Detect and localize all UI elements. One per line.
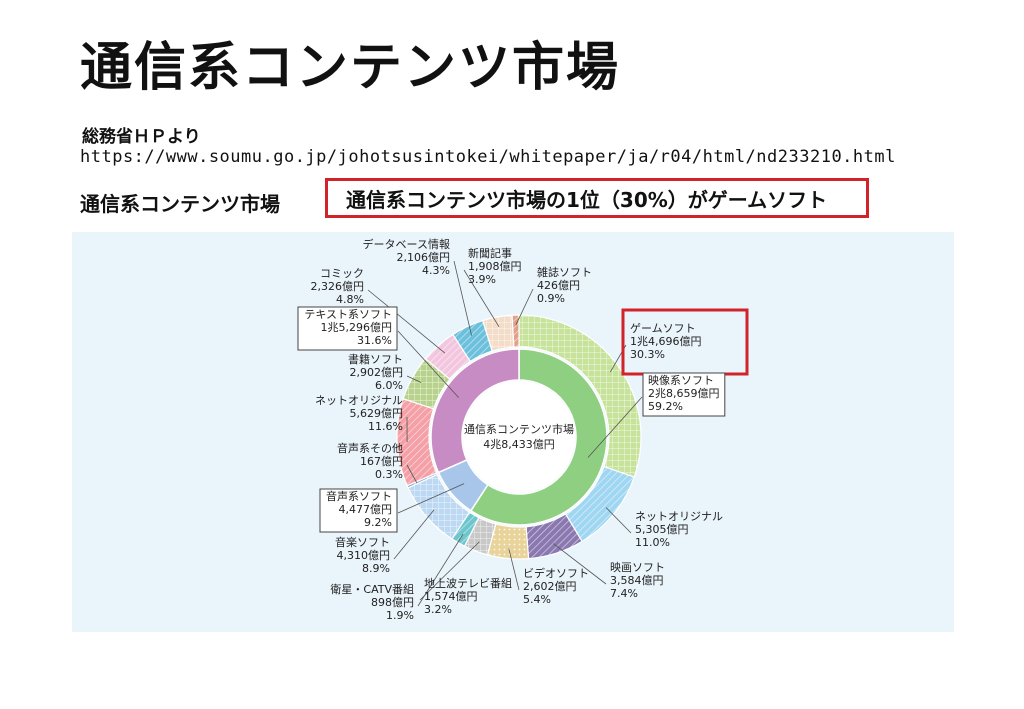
- outer-label-6-line-2: 8.9%: [362, 562, 390, 575]
- highlight-callout: 通信系コンテンツ市場の1位（30%）がゲームソフト: [325, 178, 869, 218]
- center-label-1: 4兆8,433億円: [483, 438, 555, 451]
- outer-leader-2: [553, 543, 607, 585]
- outer-leader-11: [453, 260, 472, 336]
- outer-leader-12: [463, 269, 500, 328]
- page-title: 通信系コンテンツ市場: [80, 38, 621, 98]
- inner-label-0-line-1: 2兆8,659億円: [648, 387, 720, 400]
- outer-leader-7: [406, 464, 418, 483]
- outer-label-4-line-2: 3.2%: [424, 603, 452, 616]
- inner-label-2-line-0: テキスト系ソフト: [304, 308, 392, 321]
- outer-label-0-line-2: 30.3%: [630, 348, 665, 361]
- outer-label-0-line-1: 1兆4,696億円: [630, 335, 702, 348]
- outer-leader-1: [605, 507, 632, 534]
- outer-label-8-line-1: 5,629億円: [350, 407, 404, 420]
- outer-label-3-line-1: 2,602億円: [523, 580, 577, 593]
- outer-label-8-line-2: 11.6%: [368, 420, 403, 433]
- outer-label-3-line-0: ビデオソフト: [523, 566, 589, 580]
- donut-chart: ゲームソフト1兆4,696億円30.3%ネットオリジナル5,305億円11.0%…: [297, 237, 749, 622]
- source-url[interactable]: https://www.soumu.go.jp/johotsusintokei/…: [80, 147, 896, 167]
- outer-label-5-line-2: 1.9%: [386, 609, 414, 622]
- donut-hole: [463, 381, 575, 493]
- outer-label-2-line-0: 映画ソフト: [610, 561, 665, 574]
- inner-slice-0: [469, 348, 608, 526]
- outer-label-2-line-1: 3,584億円: [610, 574, 664, 587]
- inner-label-1-line-2: 9.2%: [364, 516, 392, 529]
- inner-label-2-line-1: 1兆5,296億円: [321, 321, 393, 334]
- outer-label-4-line-0: 地上波テレビ番組: [424, 577, 512, 590]
- inner-label-1-line-0: 音声系ソフト: [326, 489, 392, 503]
- outer-label-10-line-1: 2,326億円: [311, 280, 365, 293]
- outer-label-12-line-2: 3.9%: [468, 273, 496, 286]
- center-label-0: 通信系コンテンツ市場: [464, 422, 574, 436]
- source-note: 総務省ＨＰより: [82, 127, 201, 147]
- outer-label-4-line-1: 1,574億円: [424, 590, 478, 603]
- outer-label-0-line-0: ゲームソフト: [630, 322, 696, 335]
- outer-label-13-line-1: 426億円: [537, 279, 580, 292]
- outer-label-11-line-0: データベース情報: [363, 237, 450, 251]
- outer-label-9-line-1: 2,902億円: [350, 366, 404, 379]
- outer-label-11-line-1: 2,106億円: [397, 251, 451, 264]
- inner-label-2-box: [297, 306, 398, 351]
- inner-label-0-line-2: 59.2%: [648, 400, 683, 413]
- inner-label-1-line-1: 4,477億円: [339, 503, 393, 516]
- section-label: 通信系コンテンツ市場: [80, 192, 280, 216]
- outer-leader-4: [419, 541, 480, 601]
- inner-leader-1: [397, 483, 465, 514]
- outer-leader-9: [406, 375, 422, 383]
- highlight-text: 通信系コンテンツ市場の1位（30%）がゲームソフト: [346, 187, 828, 212]
- outer-label-8-line-0: ネットオリジナル: [315, 394, 403, 407]
- outer-label-13-line-0: 雑誌ソフト: [537, 265, 592, 279]
- outer-label-11-line-2: 4.3%: [422, 264, 450, 277]
- outer-label-1-line-1: 5,305億円: [635, 523, 689, 536]
- inner-label-0-box: [642, 372, 726, 417]
- outer-label-6-line-0: 音楽ソフト: [335, 535, 390, 549]
- outer-label-6-line-1: 4,310億円: [337, 549, 391, 562]
- outer-leader-5: [417, 533, 464, 607]
- outer-label-3-line-2: 5.4%: [523, 593, 551, 606]
- inner-slice-2: [430, 348, 520, 474]
- outer-label-10-line-0: コミック: [320, 267, 364, 280]
- outer-leader-6: [393, 509, 435, 560]
- outer-label-1-line-2: 11.0%: [635, 536, 670, 549]
- outer-leader-3: [508, 548, 520, 591]
- outer-label-7-line-2: 0.3%: [375, 468, 403, 481]
- outer-leader-10: [367, 289, 446, 354]
- inner-label-1-box: [319, 488, 398, 533]
- outer-label-12-line-1: 1,908億円: [468, 260, 522, 273]
- outer-label-1-line-0: ネットオリジナル: [635, 510, 723, 523]
- outer-label-5-line-0: 衛星・CATV番組: [330, 583, 414, 596]
- outer-label-9-line-0: 書籍ソフト: [348, 352, 403, 366]
- outer-label-13-line-2: 0.9%: [537, 292, 565, 305]
- outer-label-7-line-1: 167億円: [360, 455, 403, 468]
- outer-label-2-line-2: 7.4%: [610, 587, 638, 600]
- inner-leader-0: [587, 396, 643, 458]
- inner-label-2-line-2: 31.6%: [357, 334, 392, 347]
- inner-label-0-line-0: 映像系ソフト: [648, 374, 714, 387]
- outer-label-12-line-0: 新聞記事: [468, 246, 512, 260]
- outer-label-7-line-0: 音声系その他: [337, 441, 403, 455]
- outer-label-9-line-2: 6.0%: [375, 379, 403, 392]
- outer-label-5-line-1: 898億円: [371, 596, 414, 609]
- outer-leader-13: [515, 288, 534, 326]
- outer-label-10-line-2: 4.8%: [336, 293, 364, 306]
- inner-leader-2: [397, 330, 459, 398]
